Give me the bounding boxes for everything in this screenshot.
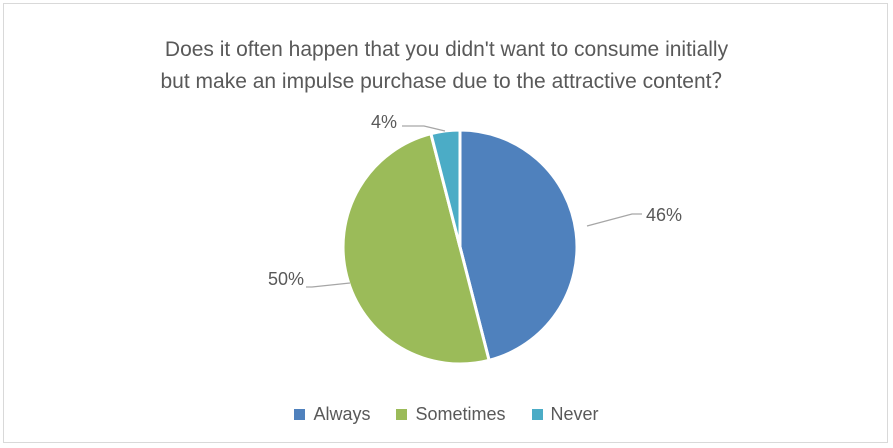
- pie-slice-always: [458, 128, 579, 363]
- legend-swatch-always: [294, 409, 306, 420]
- leader-line-always: [586, 213, 642, 227]
- pie-slice-sometimes: [341, 131, 491, 366]
- pie-slice-never: [429, 128, 462, 248]
- pie-chart: 46% 50% 4%: [268, 112, 682, 366]
- legend-label-never: Never: [550, 404, 599, 424]
- legend-item-sometimes: Sometimes: [396, 404, 506, 425]
- data-label-always: 46%: [646, 205, 682, 225]
- chart-title: Does it often happen that you didn't wan…: [4, 34, 889, 98]
- legend-label-sometimes: Sometimes: [415, 404, 506, 424]
- legend-swatch-never: [531, 409, 543, 420]
- chart-title-line-1: Does it often happen that you didn't wan…: [164, 38, 729, 61]
- chart-frame: Does it often happen that you didn't wan…: [3, 3, 888, 443]
- legend: Always Sometimes Never: [4, 404, 889, 425]
- legend-label-always: Always: [313, 404, 371, 424]
- leader-line-sometimes: [306, 282, 351, 288]
- legend-swatch-sometimes: [396, 409, 408, 420]
- leader-line-never: [402, 125, 446, 132]
- legend-item-always: Always: [294, 404, 370, 425]
- data-label-never: 4%: [371, 112, 397, 132]
- legend-item-never: Never: [531, 404, 599, 425]
- data-label-sometimes: 50%: [268, 269, 304, 289]
- chart-title-line-2: but make an impulse purchase due to the …: [160, 70, 733, 93]
